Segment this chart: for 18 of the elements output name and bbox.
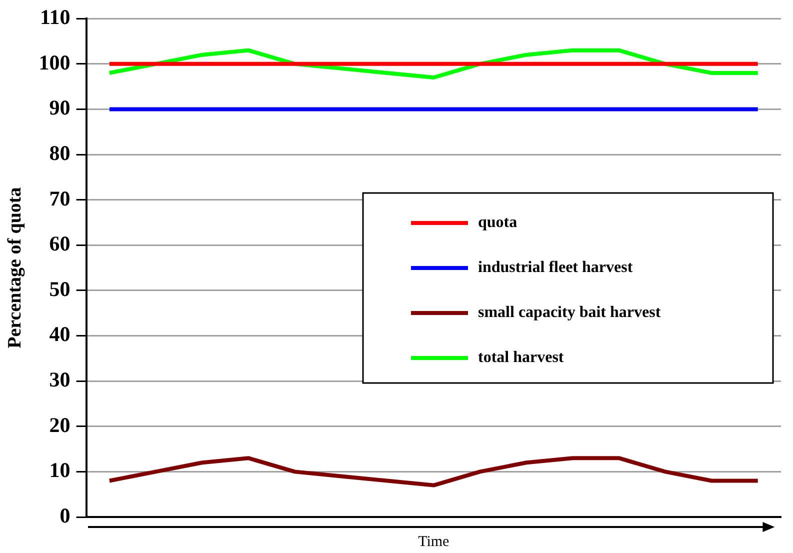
y-tick-label: 60: [49, 232, 70, 256]
y-tick-label: 80: [49, 140, 70, 165]
legend-label: quota: [478, 214, 518, 232]
legend-label: small capacity bait harvest: [478, 304, 662, 322]
y-axis-title: Percentage of quota: [4, 186, 26, 348]
y-tick-label: 10: [49, 458, 70, 482]
legend-label: total harvest: [478, 349, 564, 366]
y-tick-label: 40: [49, 322, 70, 346]
y-tick-label: 50: [49, 276, 70, 301]
y-tick-label: 100: [38, 50, 70, 74]
y-tick-label: 30: [49, 367, 70, 392]
y-tick-label: 90: [49, 96, 70, 120]
y-tick-label: 20: [49, 412, 70, 437]
y-tick-label: 70: [49, 186, 70, 210]
x-axis-title: Time: [418, 534, 450, 550]
y-tick-label: 110: [40, 5, 70, 30]
y-tick-label: 0: [60, 503, 70, 528]
legend-label: industrial fleet harvest: [478, 259, 634, 276]
